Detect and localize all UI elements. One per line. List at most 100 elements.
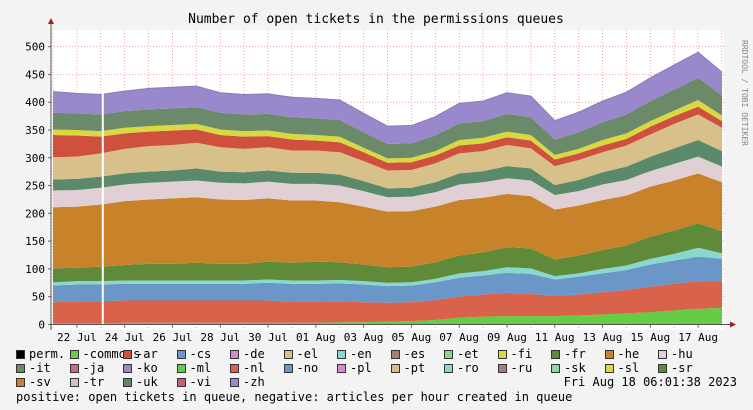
legend-item: -pl: [337, 361, 372, 375]
legend-swatch: [16, 378, 25, 387]
legend-label: -ro: [457, 361, 479, 375]
area-series-sv: [53, 173, 722, 269]
watermark-text: RRDTOOL / TOBI OETIKER: [740, 40, 749, 146]
legend-label: -ja: [82, 361, 105, 375]
x-tick-label: 11 Aug: [535, 331, 575, 344]
legend-label: -tr: [82, 375, 105, 389]
legend-item: -ja: [69, 361, 105, 375]
legend-swatch: [123, 350, 132, 359]
legend-item: -el: [283, 347, 319, 361]
legend-item: -nl: [230, 361, 265, 375]
legend-item: -et: [444, 347, 479, 361]
y-tick-label: 250: [25, 180, 45, 193]
legend-swatch: [69, 364, 79, 373]
y-tick-label: 300: [25, 152, 45, 165]
legend-item: -ko: [123, 361, 158, 375]
legend-label: -ar: [136, 347, 158, 361]
legend-label: -vi: [189, 375, 212, 389]
area-series-pt: [53, 114, 722, 189]
legend-label: -zh: [243, 375, 265, 389]
legend-item: -en: [337, 347, 372, 361]
legend-item: -zh: [230, 375, 265, 389]
legend-swatch: [444, 350, 453, 359]
x-tick-label: 07 Aug: [439, 331, 479, 344]
x-axis-arrow: [730, 321, 736, 328]
legend-label: -sr: [671, 361, 693, 375]
legend-swatch: [604, 350, 614, 359]
legend-item: -ml: [176, 361, 212, 375]
legend-swatch: [176, 378, 186, 387]
y-tick-label: 50: [32, 291, 45, 304]
legend-item: -de: [230, 347, 265, 361]
legend-swatch: [604, 364, 614, 373]
legend-label: -he: [617, 347, 640, 361]
legend-item: -hu: [658, 347, 693, 361]
legend-label: -nl: [243, 361, 265, 375]
area-series-hu: [53, 156, 722, 212]
legend-swatch: [658, 364, 667, 373]
y-tick-label: 500: [25, 41, 45, 54]
legend-item: -ro: [444, 361, 479, 375]
legend-swatch: [337, 364, 346, 373]
y-tick-label: 450: [25, 68, 45, 81]
legend-label: -de: [243, 347, 265, 361]
x-tick-label: 22 Jul: [57, 331, 97, 344]
legend-item: -tr: [69, 375, 105, 389]
y-axis-arrow: [48, 18, 54, 24]
legend-label: -it: [29, 361, 51, 375]
legend-item: -es: [390, 347, 425, 361]
legend-item: -ru: [497, 361, 533, 375]
y-tick-label: 400: [25, 96, 45, 109]
legend-swatch: [390, 350, 400, 359]
legend-item: -ar: [123, 347, 158, 361]
x-tick-label: 26 Jul: [153, 331, 193, 344]
legend-swatch: [497, 350, 507, 359]
legend-swatch: [230, 350, 239, 359]
legend-swatch: [497, 364, 507, 373]
legend-swatch: [444, 364, 453, 373]
legend-label: -sl: [617, 361, 640, 375]
legend-item: -pt: [390, 361, 425, 375]
area-series-cs: [53, 256, 722, 303]
legend-label: -en: [350, 347, 372, 361]
y-tick-label: 150: [25, 235, 45, 248]
x-tick-label: 15 Aug: [630, 331, 670, 344]
legend-swatch: [551, 364, 560, 373]
legend-label: -pl: [350, 361, 372, 375]
legend-item: -he: [604, 347, 640, 361]
legend-swatch: [69, 378, 79, 387]
legend-swatch: [176, 364, 186, 373]
legend-swatch: [123, 378, 132, 387]
legend-label: -ru: [510, 361, 533, 375]
area-series-fr: [53, 223, 722, 283]
legend-label: -el: [296, 347, 319, 361]
legend-item: -fr: [551, 347, 586, 361]
legend-swatch: [551, 350, 560, 359]
footer-note: positive: open tickets in queue, negativ…: [16, 390, 573, 404]
legend-label: -fr: [564, 347, 586, 361]
legend-label: -hu: [671, 347, 693, 361]
x-tick-label: 28 Jul: [200, 331, 240, 344]
y-tick-label: 200: [25, 207, 45, 220]
x-tick-label: 05 Aug: [392, 331, 432, 344]
legend-label: -ko: [136, 361, 158, 375]
legend-item: -cs: [176, 347, 211, 361]
legend-swatch: [283, 364, 293, 373]
legend-swatch: [390, 364, 400, 373]
x-tick-label: 30 Jul: [248, 331, 288, 344]
area-series-nl: [53, 281, 722, 324]
timestamp-text: Fri Aug 18 06:01:38 2023: [563, 375, 737, 389]
legend-item: -no: [283, 361, 318, 375]
area-series-commons: [53, 307, 722, 325]
legend-label: -ml: [189, 361, 212, 375]
legend-item: -uk: [123, 375, 158, 389]
legend-item: -sl: [604, 361, 640, 375]
legend-swatch: [176, 350, 186, 359]
legend-item: perm.: [16, 347, 65, 361]
legend-swatch: [337, 350, 346, 359]
x-tick-label: 24 Jul: [105, 331, 145, 344]
chart-title: Number of open tickets in the permission…: [188, 12, 564, 27]
area-series-ar: [53, 106, 722, 171]
